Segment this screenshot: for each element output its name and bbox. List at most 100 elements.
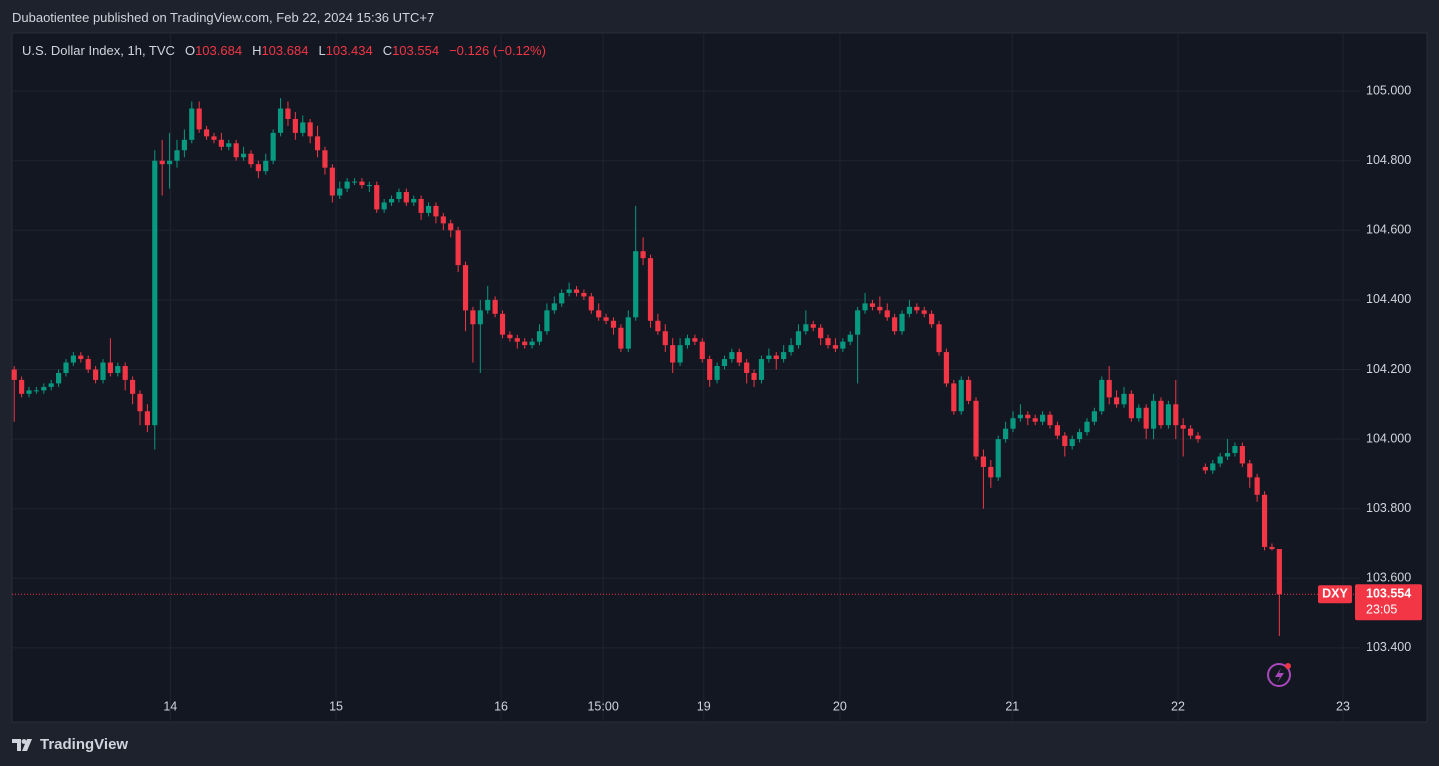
candle-body: [707, 359, 713, 380]
candle-body: [640, 251, 646, 259]
candle-body: [100, 362, 106, 380]
candle-body: [1114, 397, 1120, 405]
candle-body: [973, 400, 979, 457]
candle-body: [233, 143, 239, 158]
candle-body: [781, 352, 787, 360]
candle-body: [366, 185, 372, 187]
candle-body: [536, 331, 543, 342]
candle-body: [507, 334, 513, 339]
candle-body: [78, 355, 84, 360]
y-tick-label: 103.400: [1366, 640, 1411, 654]
symbol-tag: DXY: [1322, 587, 1348, 601]
candle-body: [869, 303, 876, 307]
candle-body: [93, 369, 99, 380]
candle-body: [226, 143, 232, 147]
candle-body: [1143, 407, 1149, 429]
candle-body: [618, 327, 624, 349]
candle-body: [388, 198, 395, 203]
legend-label: H: [252, 43, 262, 58]
x-tick-label: 16: [494, 699, 508, 713]
candle-body: [699, 341, 705, 360]
candle-body: [899, 313, 905, 332]
candle-body: [1173, 404, 1179, 426]
candle-body: [943, 352, 950, 384]
candle-body: [847, 334, 853, 342]
candle-body: [70, 355, 76, 363]
candle-body: [196, 108, 202, 130]
alert-icon[interactable]: [1267, 663, 1291, 687]
grid: [12, 33, 1360, 722]
candle-body: [1165, 404, 1171, 426]
candle-body: [329, 167, 335, 196]
candle-body: [1099, 379, 1105, 412]
candle-body: [211, 136, 217, 140]
candle-body: [285, 108, 291, 119]
candle-body: [914, 306, 920, 311]
legend-symbol: U.S. Dollar Index, 1h, TVC: [22, 43, 175, 58]
candle-body: [166, 160, 173, 165]
brand-name: TradingView: [40, 736, 129, 753]
candle-body: [825, 338, 831, 346]
candle-body: [396, 192, 402, 199]
candle-body: [958, 379, 964, 412]
brand[interactable]: TradingView: [12, 736, 128, 753]
candle-body: [855, 310, 861, 335]
legend-value: 103.434: [325, 43, 373, 58]
candle-body: [130, 379, 136, 394]
candle-body: [729, 352, 735, 360]
candle-body: [566, 289, 572, 293]
candle-body: [485, 299, 491, 311]
candle-body: [603, 317, 609, 321]
y-tick-label: 103.600: [1366, 571, 1411, 585]
countdown: 23:05: [1366, 603, 1397, 617]
publisher: Dubaotientee published on TradingView.co…: [12, 10, 435, 25]
candle-body: [795, 331, 802, 346]
icon-ring: [1267, 663, 1291, 687]
candle-body: [292, 118, 298, 133]
candle-body: [1091, 411, 1097, 422]
candle-body: [418, 198, 424, 213]
candle-body: [610, 320, 617, 328]
candle-body: [263, 160, 269, 172]
candle-body: [403, 192, 409, 203]
candle-body: [189, 108, 195, 140]
candle-body: [1232, 446, 1238, 454]
candle-body: [1106, 379, 1112, 398]
candle-body: [995, 439, 1001, 478]
candle-body: [832, 345, 839, 349]
x-tick-label: 22: [1171, 699, 1185, 713]
candle-body: [1210, 463, 1216, 471]
candle-body: [218, 139, 224, 147]
candle-body: [1195, 435, 1201, 440]
candle-body: [48, 383, 54, 387]
candle-body: [1150, 400, 1157, 429]
candle-body: [351, 181, 358, 183]
candle-body: [433, 205, 439, 217]
x-tick-label: 14: [163, 699, 177, 713]
legend-value: 103.684: [261, 43, 309, 58]
candle-body: [936, 324, 942, 353]
candle-body: [381, 202, 387, 210]
candle-body: [1017, 414, 1023, 419]
y-tick-label: 104.800: [1366, 153, 1411, 167]
candle-body: [921, 310, 927, 314]
candle-body: [159, 160, 165, 165]
candle-body: [1239, 446, 1245, 464]
candle-body: [751, 372, 757, 380]
candle-body: [115, 366, 121, 373]
y-tick-label: 103.800: [1366, 501, 1411, 515]
legend-label: L: [318, 43, 326, 58]
candle-body: [374, 185, 380, 210]
legend: U.S. Dollar Index, 1h, TVC O 103.684 H 103…: [22, 43, 552, 58]
candle-body: [56, 372, 62, 384]
candle-body: [1047, 414, 1053, 426]
candle-body: [144, 411, 150, 426]
x-tick-label: 15: [329, 699, 343, 713]
candle-body: [322, 150, 328, 168]
candle-body: [677, 345, 683, 363]
candle-body: [670, 345, 676, 363]
x-tick-label: 15:00: [587, 699, 618, 713]
candle-body: [1180, 425, 1186, 429]
